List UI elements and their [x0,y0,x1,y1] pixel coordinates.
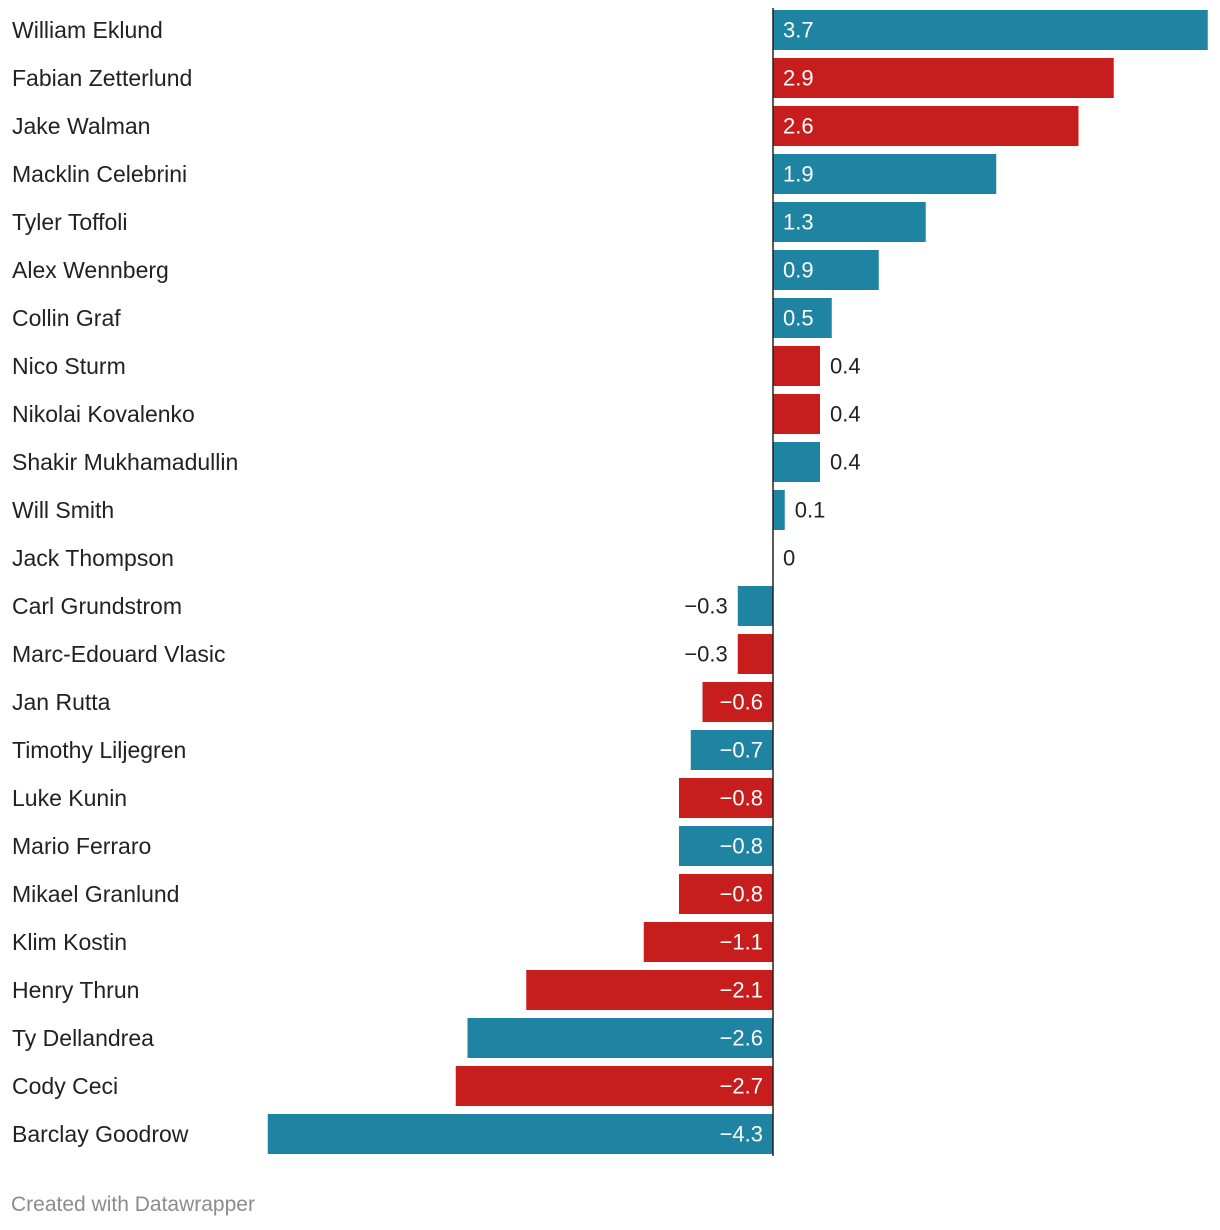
value-label-barclay-goodrow: −4.3 [720,1122,763,1147]
bar-will-smith [773,490,785,530]
category-label-jack-thompson: Jack Thompson [12,545,174,571]
value-label-cody-ceci: −2.7 [720,1074,763,1099]
value-label-jack-thompson: 0 [783,546,795,571]
value-label-jake-walman: 2.6 [783,114,814,139]
value-label-macklin-celebrini: 1.9 [783,162,814,187]
value-label-luke-kunin: −0.8 [720,786,763,811]
category-label-tyler-toffoli: Tyler Toffoli [12,209,127,235]
bar-jan-rutta [702,682,773,722]
bar-shakir-mukhamadullin [773,442,820,482]
value-label-jan-rutta: −0.6 [720,690,763,715]
value-label-mario-ferraro: −0.8 [720,834,763,859]
category-label-luke-kunin: Luke Kunin [12,785,127,811]
category-label-nico-sturm: Nico Sturm [12,353,126,379]
category-label-will-smith: Will Smith [12,497,114,523]
bar-nico-sturm [773,346,820,386]
bar-fabian-zetterlund [773,58,1114,98]
bar-jake-walman [773,106,1079,146]
category-label-barclay-goodrow: Barclay Goodrow [12,1121,189,1147]
value-label-henry-thrun: −2.1 [720,978,763,1003]
value-label-ty-dellandrea: −2.6 [720,1026,763,1051]
footer-credit: Created with Datawrapper [11,1193,255,1216]
category-label-nikolai-kovalenko: Nikolai Kovalenko [12,401,195,427]
bar-chart: William Eklund 3.7 Fabian Zetterlund 2.9 Jak… [12,8,1208,1156]
bar-mario-ferraro [679,826,773,866]
value-label-william-eklund: 3.7 [783,18,814,43]
bar-cody-ceci [455,1066,773,1106]
value-label-alex-wennberg: 0.9 [783,258,814,283]
bar-ty-dellandrea [467,1018,773,1058]
category-label-marc-edouard-vlasic: Marc-Edouard Vlasic [12,641,225,667]
value-label-klim-kostin: −1.1 [720,930,763,955]
category-label-alex-wennberg: Alex Wennberg [12,257,169,283]
category-label-jan-rutta: Jan Rutta [12,689,111,715]
category-label-jake-walman: Jake Walman [12,113,150,139]
category-label-fabian-zetterlund: Fabian Zetterlund [12,65,192,91]
bar-mikael-granlund [679,874,773,914]
category-label-timothy-liljegren: Timothy Liljegren [12,737,186,763]
category-label-macklin-celebrini: Macklin Celebrini [12,161,187,187]
category-label-henry-thrun: Henry Thrun [12,977,139,1003]
value-label-will-smith: 0.1 [795,498,826,523]
category-label-mikael-granlund: Mikael Granlund [12,881,179,907]
category-label-cody-ceci: Cody Ceci [12,1073,118,1099]
bar-henry-thrun [526,970,773,1010]
value-label-tyler-toffoli: 1.3 [783,210,814,235]
category-label-klim-kostin: Klim Kostin [12,929,127,955]
value-label-timothy-liljegren: −0.7 [720,738,763,763]
value-label-shakir-mukhamadullin: 0.4 [830,450,861,475]
category-label-shakir-mukhamadullin: Shakir Mukhamadullin [12,449,238,475]
bar-collin-graf [773,298,832,338]
bar-alex-wennberg [773,250,879,290]
value-label-collin-graf: 0.5 [783,306,814,331]
category-label-carl-grundstrom: Carl Grundstrom [12,593,182,619]
bar-klim-kostin [643,922,773,962]
category-label-mario-ferraro: Mario Ferraro [12,833,151,859]
value-label-mikael-granlund: −0.8 [720,882,763,907]
bar-carl-grundstrom [737,586,773,626]
value-label-fabian-zetterlund: 2.9 [783,66,814,91]
bar-macklin-celebrini [773,154,997,194]
bar-luke-kunin [679,778,773,818]
category-label-ty-dellandrea: Ty Dellandrea [12,1025,154,1051]
value-label-marc-edouard-vlasic: −0.3 [684,642,727,667]
bar-marc-edouard-vlasic [737,634,773,674]
bar-tyler-toffoli [773,202,926,242]
bar-william-eklund [773,10,1208,50]
category-label-collin-graf: Collin Graf [12,305,121,331]
bar-nikolai-kovalenko [773,394,820,434]
bar-timothy-liljegren [690,730,773,770]
category-label-william-eklund: William Eklund [12,17,163,43]
bar-barclay-goodrow [267,1114,773,1154]
value-label-carl-grundstrom: −0.3 [684,594,727,619]
value-label-nico-sturm: 0.4 [830,354,861,379]
value-label-nikolai-kovalenko: 0.4 [830,402,861,427]
